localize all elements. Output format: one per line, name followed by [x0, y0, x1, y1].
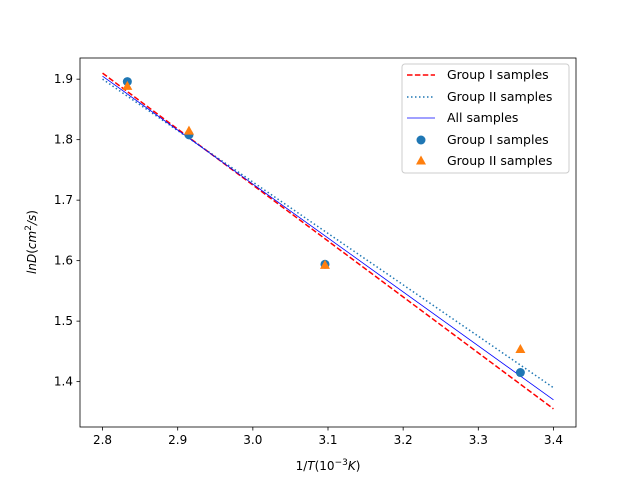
- legend-marker-group-ii: [416, 155, 426, 165]
- y-tick-label: 1.5: [54, 314, 73, 328]
- legend-label-line-group-ii: Group II samples: [447, 89, 552, 104]
- y-tick-label: 1.7: [54, 193, 73, 207]
- point-group-ii-samples-0: [122, 80, 133, 90]
- legend: Group I samples Group II samples All sam…: [401, 63, 570, 174]
- y-tick-label: 1.9: [54, 72, 73, 86]
- x-tick-label: 3.4: [544, 433, 563, 447]
- legend-label-line-all: All samples: [447, 110, 518, 125]
- point-group-i-samples-3: [515, 368, 525, 378]
- fit-line-all-samples-solid: [102, 75, 554, 401]
- y-tick-label: 1.4: [54, 375, 73, 389]
- y-tick-label: 1.8: [54, 133, 73, 147]
- legend-marker-group-i: [416, 135, 426, 145]
- x-tick-label: 3.1: [318, 433, 337, 447]
- point-group-ii-samples-3: [515, 343, 526, 353]
- point-group-ii-samples-2: [319, 259, 330, 269]
- legend-label-points-group-i: Group I samples: [447, 132, 549, 147]
- fit-lines: [102, 72, 554, 410]
- x-tick-label: 3.0: [243, 433, 262, 447]
- point-group-ii-samples-1: [183, 125, 194, 135]
- y-axis-label: lnD(cm2/s): [24, 210, 39, 274]
- legend-box: [401, 63, 570, 174]
- legend-label-points-group-ii: Group II samples: [447, 153, 552, 168]
- x-tick-label: 2.9: [168, 433, 187, 447]
- fit-line-group-ii-samples-dotted: [102, 78, 554, 389]
- x-tick-label: 3.3: [469, 433, 488, 447]
- data-points: [122, 77, 526, 378]
- y-axis-ticks: 1.4 1.5 1.6 1.7 1.8 1.9: [54, 72, 80, 389]
- legend-label-line-group-i: Group I samples: [447, 67, 549, 82]
- x-tick-label: 3.2: [394, 433, 413, 447]
- y-tick-label: 1.6: [54, 254, 73, 268]
- fit-line-group-i-samples-dashed: [102, 72, 554, 410]
- x-tick-label: 2.8: [93, 433, 112, 447]
- x-axis-ticks: 2.8 2.9 3.0 3.1 3.2 3.3 3.4: [93, 427, 563, 447]
- x-axis-label: 1/T(10−3K): [296, 458, 361, 473]
